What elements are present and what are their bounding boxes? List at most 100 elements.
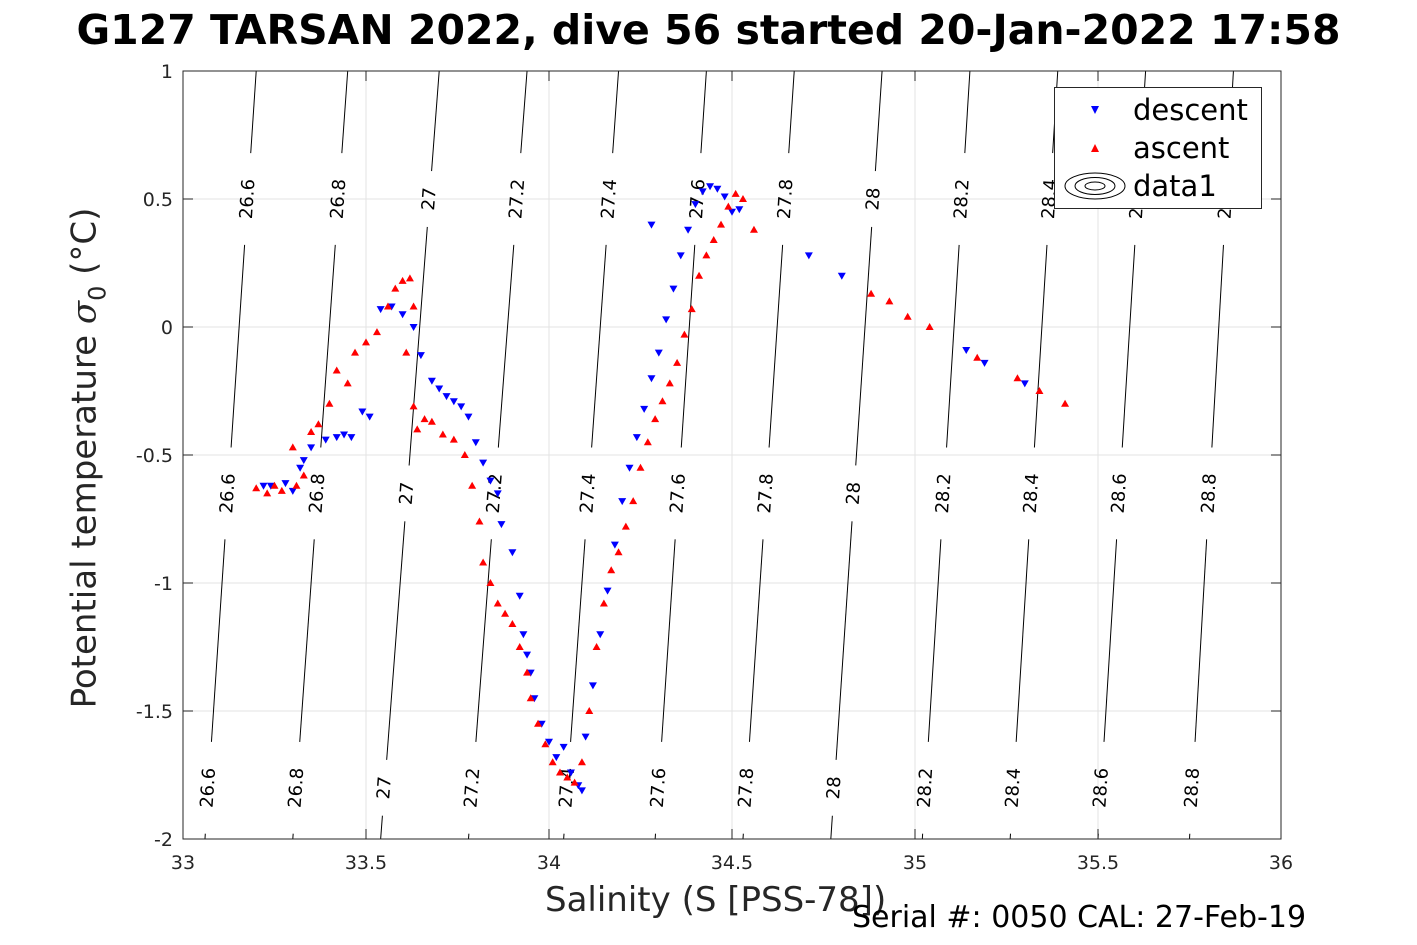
descent-point xyxy=(618,498,627,506)
x-tick-label: 34 xyxy=(537,852,561,874)
ascent-point xyxy=(570,778,579,786)
descent-point xyxy=(647,221,656,229)
legend-item-ascent: ascent xyxy=(1055,130,1261,166)
descent-point xyxy=(581,733,590,741)
descent-point xyxy=(497,521,506,529)
descent-point xyxy=(596,631,605,639)
ascent-point xyxy=(973,353,982,361)
descent-point xyxy=(610,541,619,549)
ascent-point xyxy=(501,609,510,617)
density-contour-label: 27.4 xyxy=(555,767,579,808)
serial-calibration-note: Serial #: 0050 CAL: 27-Feb-19 xyxy=(852,900,1307,935)
ascent-point xyxy=(607,566,616,574)
descent-point xyxy=(669,285,678,293)
ascent-point xyxy=(702,251,711,259)
ascent-point xyxy=(449,435,458,443)
ascent-point xyxy=(383,302,392,310)
descent-point xyxy=(387,303,396,311)
x-tick-label: 34.5 xyxy=(711,852,753,874)
density-contour-label: 27 xyxy=(396,481,419,505)
ascent-point xyxy=(351,348,360,356)
density-contour-line xyxy=(497,244,515,448)
ascent-point xyxy=(405,274,414,282)
density-contour-line xyxy=(520,71,528,154)
descent-point xyxy=(632,434,641,442)
descent-point xyxy=(519,631,528,639)
descent-point xyxy=(299,457,308,465)
descent-point xyxy=(640,405,649,413)
legend: descent ascent data1 xyxy=(1054,87,1262,209)
ascent-point xyxy=(548,758,557,766)
density-contour-label: 28.4 xyxy=(1002,767,1025,808)
ascent-point xyxy=(325,399,334,407)
ascent-point xyxy=(438,430,447,438)
ascent-point xyxy=(629,497,638,505)
density-contour-line xyxy=(341,71,349,154)
descent-point xyxy=(493,490,502,498)
density-contour-line xyxy=(1103,539,1118,742)
descent-point xyxy=(728,208,736,216)
descent-point xyxy=(804,252,813,260)
density-contour-line xyxy=(855,226,873,466)
descent-point xyxy=(577,787,586,795)
descent-point xyxy=(376,306,385,314)
density-contour-label: 26.6 xyxy=(216,473,240,514)
density-contour-line xyxy=(320,244,336,448)
ascent-point xyxy=(643,438,652,446)
ascent-point xyxy=(343,379,352,387)
descent-point xyxy=(530,695,539,703)
descent-point xyxy=(347,434,356,442)
ascent-point xyxy=(1013,374,1022,382)
data-markers xyxy=(252,183,1070,795)
ascent-point xyxy=(665,379,674,387)
descent-point xyxy=(442,393,451,401)
ascent-point xyxy=(563,773,572,781)
descent-point xyxy=(962,347,971,355)
density-contour-line xyxy=(210,539,226,742)
density-contour-line xyxy=(1211,244,1224,448)
y-axis-label-symbol: σ xyxy=(64,300,105,325)
descent-marker-icon xyxy=(1091,106,1099,114)
ascent-point xyxy=(614,548,623,556)
descent-point xyxy=(365,413,374,421)
descent-point xyxy=(296,464,305,472)
density-contour-line xyxy=(788,71,795,154)
density-contour-label: 27.4 xyxy=(576,473,600,514)
density-contour-label: 27.2 xyxy=(505,178,529,220)
density-contour-line xyxy=(591,244,607,448)
ascent-point xyxy=(508,619,517,627)
density-contour-label: 26.8 xyxy=(306,473,330,514)
y-tick-label: -1 xyxy=(154,573,173,595)
descent-point xyxy=(698,188,707,196)
descent-point xyxy=(479,459,488,467)
ascent-point xyxy=(1061,399,1070,407)
density-contour-line xyxy=(230,244,246,448)
ascent-point xyxy=(332,366,341,374)
density-contour-label: 28.2 xyxy=(932,473,955,514)
descent-point xyxy=(416,352,425,360)
y-axis-label-main: Potential temperature xyxy=(64,324,105,709)
ascent-point xyxy=(577,758,586,766)
density-contour-line xyxy=(380,815,383,839)
ascent-point xyxy=(277,486,286,494)
density-contour-label: 27.6 xyxy=(666,473,690,514)
density-contour-label: 27 xyxy=(373,776,396,800)
y-tick-label: 1 xyxy=(161,61,173,83)
density-contour-label: 26.8 xyxy=(285,767,309,808)
density-contour-line xyxy=(570,539,586,742)
ascent-point xyxy=(695,271,704,279)
density-contour-line xyxy=(748,539,764,742)
descent-point xyxy=(288,487,297,495)
x-tick-label: 33 xyxy=(171,852,195,874)
density-contour-line xyxy=(768,244,784,448)
density-contour-label: 28.2 xyxy=(950,178,973,219)
descent-point xyxy=(435,385,444,393)
density-contour-line xyxy=(386,521,406,760)
density-contour-label: 28 xyxy=(862,187,884,211)
y-tick-label: -1.5 xyxy=(136,701,173,723)
ascent-point xyxy=(486,579,495,586)
descent-point xyxy=(552,754,561,762)
ascent-point xyxy=(724,202,733,210)
ascent-point xyxy=(709,235,718,243)
